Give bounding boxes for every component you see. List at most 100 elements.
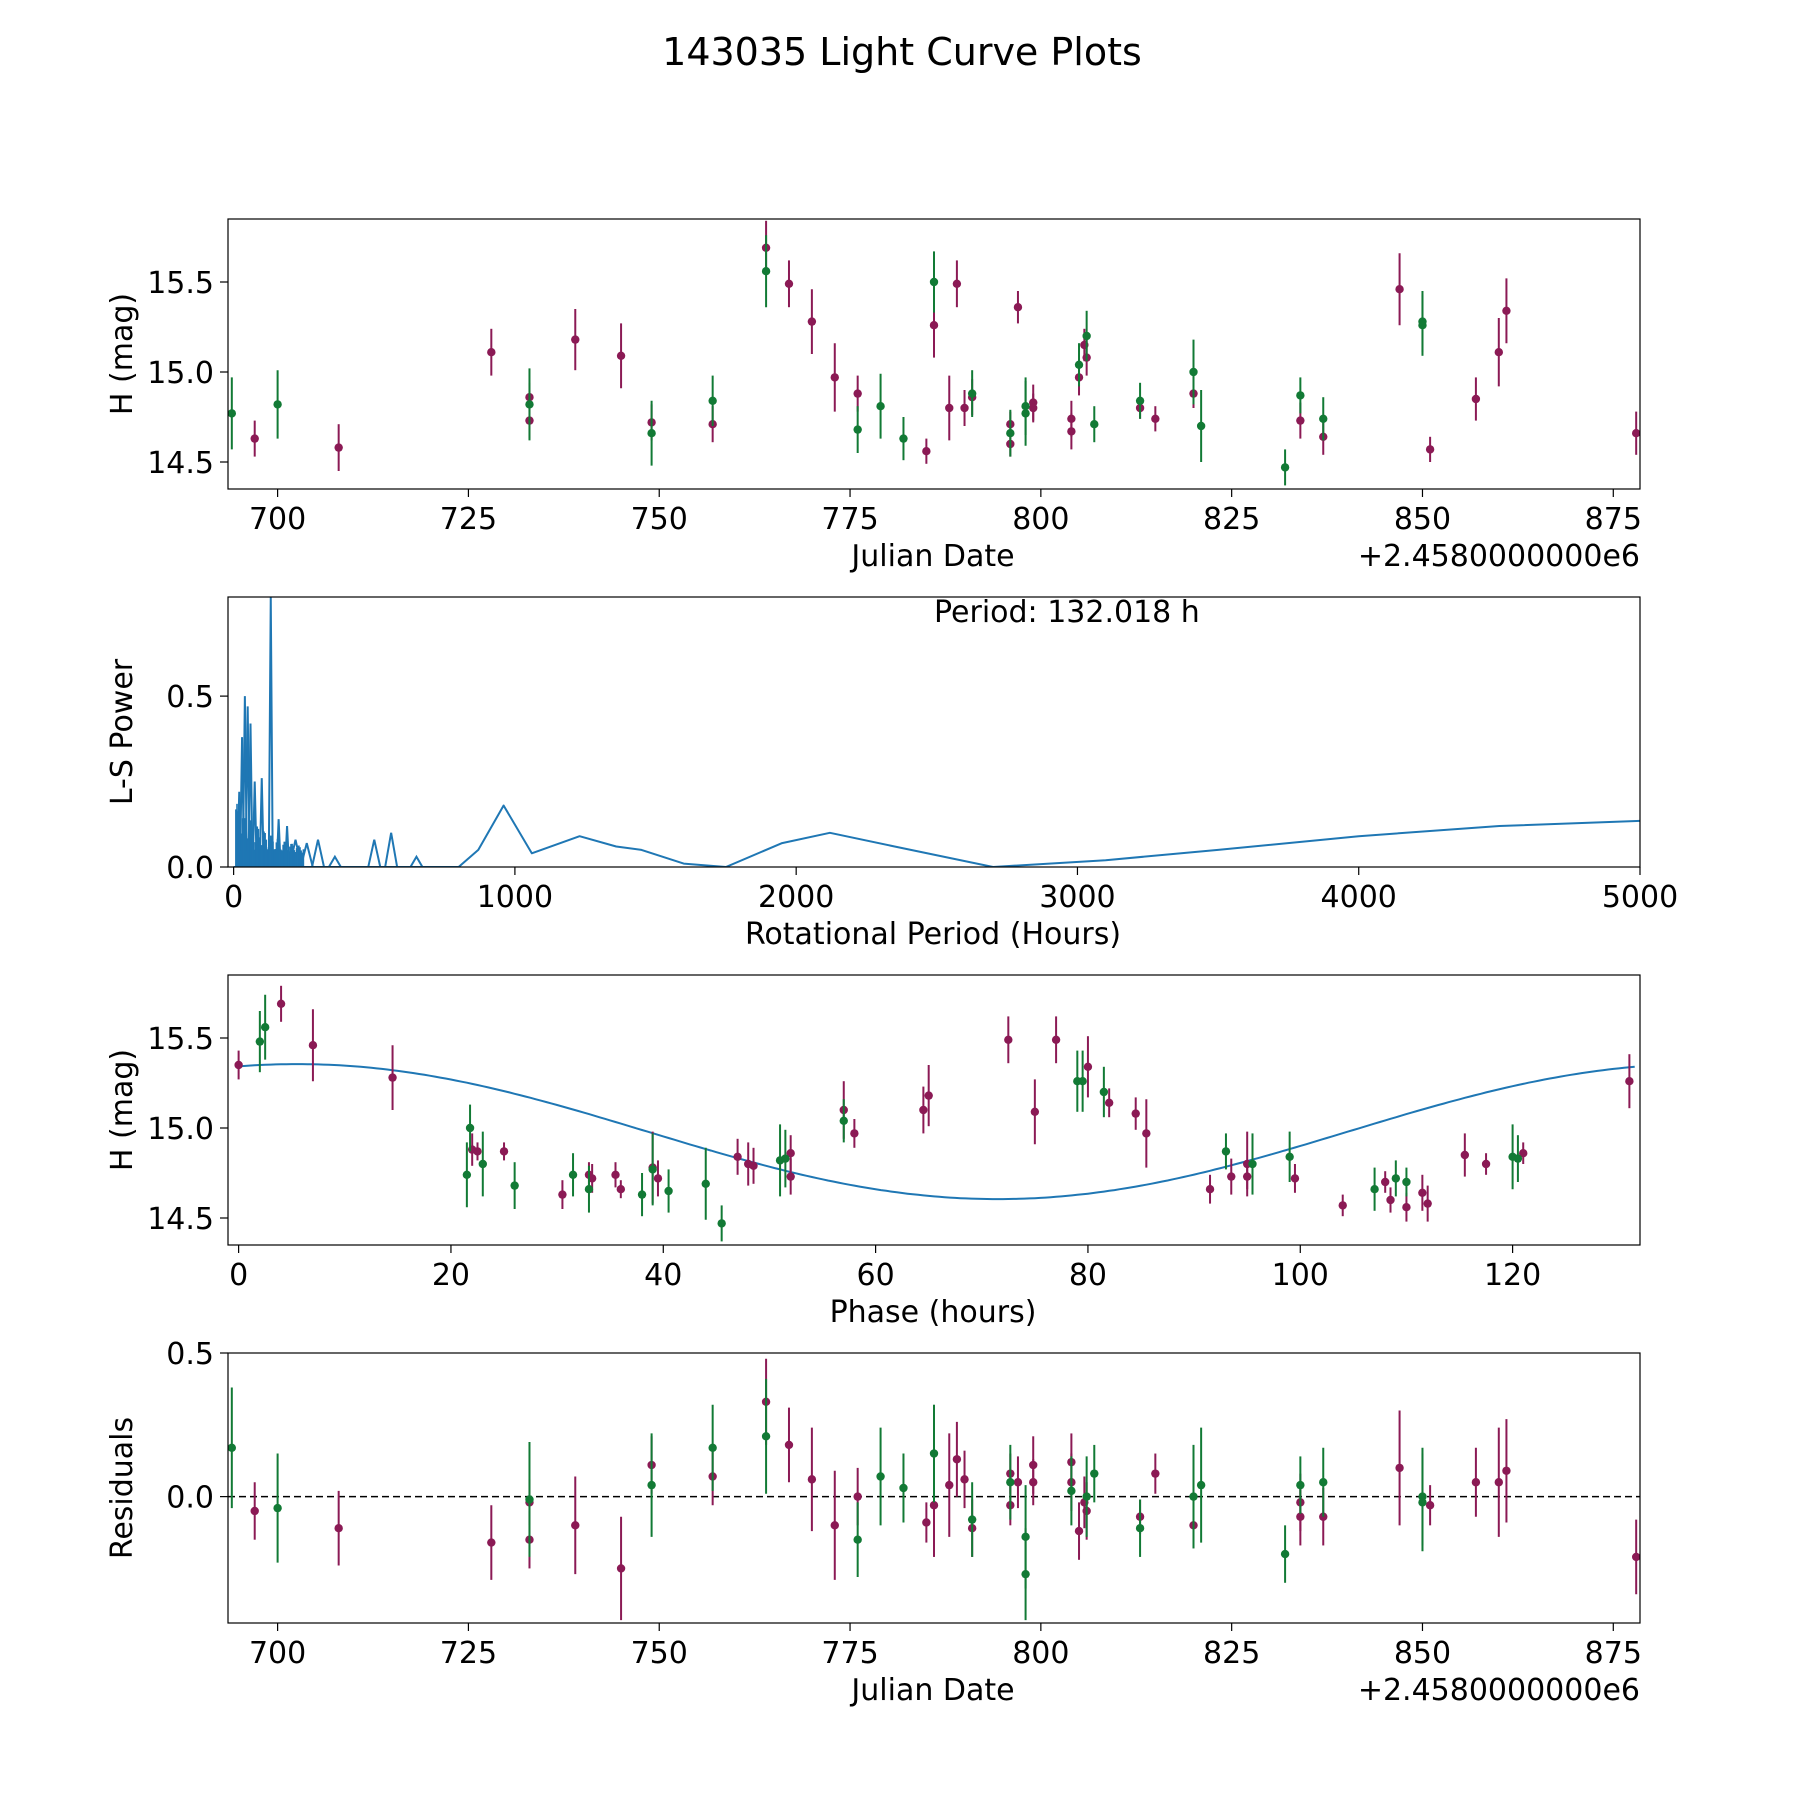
data-point [1319, 414, 1328, 423]
data-point [1338, 1201, 1347, 1210]
data-point [1631, 1552, 1640, 1562]
data-point [1090, 1469, 1099, 1478]
x-tick-label: 3000 [1039, 880, 1115, 915]
data-point [701, 1179, 710, 1189]
periodogram-peak [367, 839, 382, 867]
data-point [473, 1147, 482, 1156]
data-point [786, 1172, 795, 1181]
data-point [228, 1443, 237, 1452]
data-point [637, 1190, 647, 1199]
series-green [228, 235, 1427, 486]
x-tick-label: 700 [249, 1636, 306, 1671]
data-point [1481, 1159, 1491, 1169]
data-point [1196, 1480, 1206, 1490]
y-axis-label: L-S Power [105, 658, 140, 805]
data-point [1135, 396, 1145, 405]
axes-frame [227, 974, 1641, 1246]
y-tick-label: 14.5 [147, 1202, 214, 1237]
x-tick-label: 775 [821, 502, 878, 537]
data-point [1370, 1185, 1379, 1194]
data-point [1135, 1524, 1145, 1533]
data-point [1021, 1569, 1030, 1579]
y-tick-label: 0.0 [166, 1481, 214, 1516]
data-point [1074, 1526, 1084, 1536]
data-point [1494, 1478, 1504, 1487]
data-point [945, 1480, 954, 1490]
data-point [960, 403, 969, 413]
data-point [647, 1480, 656, 1490]
data-point [1631, 429, 1640, 438]
data-point [334, 443, 343, 452]
data-point [250, 1506, 259, 1516]
x-tick-label: 100 [1272, 1258, 1329, 1293]
data-point [1423, 1199, 1432, 1208]
data-point [1296, 391, 1305, 400]
data-point [1004, 1035, 1013, 1045]
panel-ls: 0 1000 2000 3000 4000 5000 0.0 0.5 Rotational Pe… [105, 595, 1678, 952]
x-tick-label: 775 [821, 1636, 878, 1671]
x-tick-label: 875 [1585, 1636, 1642, 1671]
data-point [952, 1455, 962, 1464]
data-point [850, 1129, 859, 1138]
data-point [1221, 1147, 1231, 1156]
data-point [1151, 414, 1160, 423]
data-point [1502, 306, 1511, 315]
data-point [250, 434, 259, 443]
panel-phase: 0 20 40 60 80 100 120 14.5 15.0 15.5 Phase (hours)… [105, 974, 1641, 1330]
data-point [1006, 1478, 1015, 1487]
x-tick-label: 20 [432, 1258, 470, 1293]
data-point [922, 447, 931, 456]
data-point [1051, 1035, 1061, 1045]
y-axis-label: H (mag) [105, 1049, 140, 1171]
data-point [919, 1105, 928, 1115]
data-point [1418, 1498, 1427, 1507]
data-point [786, 1149, 795, 1158]
periodogram-peak [409, 854, 424, 867]
data-point [558, 1190, 567, 1199]
data-point [647, 429, 656, 438]
x-tick-label: 750 [631, 502, 688, 537]
series-magenta [250, 220, 1640, 471]
data-point [830, 373, 839, 382]
data-point [733, 1152, 742, 1162]
data-point [1280, 463, 1290, 472]
x-axis-label: Julian Date [849, 1673, 1014, 1708]
data-point [1395, 285, 1404, 294]
x-offset-label: +2.4580000000e6 [1358, 539, 1640, 574]
x-tick-label: 850 [1394, 502, 1451, 537]
data-point [388, 1073, 397, 1082]
data-point [1402, 1203, 1411, 1212]
data-point [499, 1147, 509, 1156]
x-tick-label: 5000 [1602, 880, 1678, 915]
y-tick-label: 15.5 [147, 266, 214, 301]
data-point [510, 1181, 519, 1190]
data-point [260, 1022, 270, 1032]
x-offset-label: +2.4580000000e6 [1358, 1673, 1640, 1708]
periodogram-peak [311, 839, 325, 867]
data-point [1395, 1463, 1404, 1473]
data-point [1099, 1087, 1109, 1097]
data-point [487, 1538, 496, 1547]
data-point [1242, 1172, 1252, 1181]
x-tick-label: 875 [1585, 502, 1642, 537]
data-point [1319, 1478, 1328, 1487]
data-point [967, 389, 977, 398]
data-point [1296, 416, 1305, 425]
data-point [830, 1521, 839, 1530]
plot-area [234, 985, 1635, 1242]
data-point [1248, 1159, 1257, 1169]
plot-area [228, 220, 1640, 486]
data-point [1021, 402, 1030, 411]
data-point [273, 1503, 282, 1513]
plot-area [228, 1358, 1640, 1621]
data-point [1418, 1188, 1427, 1198]
plot-area [233, 597, 1640, 867]
y-tick-label: 14.5 [147, 446, 214, 481]
data-point [584, 1185, 594, 1194]
data-point [1006, 429, 1015, 438]
x-axis-label: Phase (hours) [830, 1295, 1037, 1330]
data-point [1104, 1098, 1114, 1108]
data-point [781, 1154, 790, 1163]
x-axis-label: Julian Date [849, 539, 1014, 574]
axes-frame [227, 218, 1641, 490]
